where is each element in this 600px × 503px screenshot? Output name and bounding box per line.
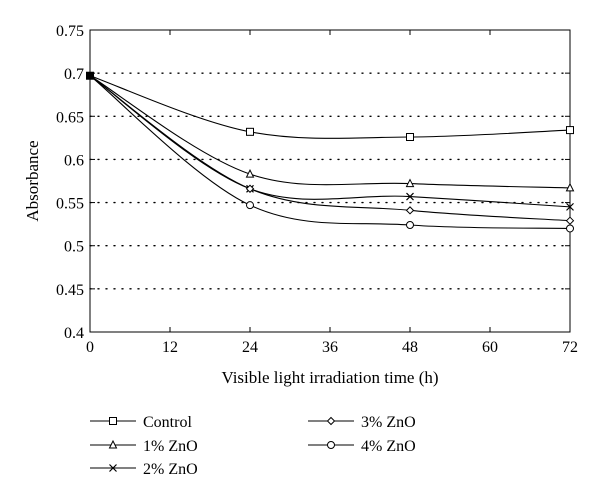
- y-tick-label: 0.75: [56, 23, 84, 40]
- x-tick-label: 0: [86, 339, 94, 356]
- series-line-control: [89, 75, 571, 139]
- data-point-1pct-zno: [245, 168, 255, 178]
- legend-label: 2% ZnO: [143, 461, 198, 478]
- series-markers: [86, 71, 575, 233]
- series-lines: [89, 75, 571, 230]
- data-point-control: [566, 126, 574, 135]
- x-axis-label: Visible light irradiation time (h): [221, 368, 438, 387]
- legend-label: 3% ZnO: [361, 414, 416, 431]
- data-point-3pct-zno: [245, 184, 255, 193]
- y-tick-label: 0.5: [64, 239, 84, 256]
- data-point-4pct-zno: [406, 221, 414, 230]
- legend: Control 1% ZnO 2% ZnO 3% ZnO 4% ZnO: [90, 414, 416, 478]
- legend-marker: [108, 439, 118, 449]
- y-tick-label: 0.7: [64, 66, 84, 83]
- data-point-2pct-zno: [406, 192, 414, 201]
- data-point-start: [86, 71, 94, 80]
- x-tick-label: 12: [162, 339, 178, 356]
- x-tick-label: 60: [482, 339, 498, 356]
- data-point-control: [246, 127, 254, 136]
- y-tick-label: 0.45: [56, 282, 84, 299]
- legend-label: 4% ZnO: [361, 438, 416, 455]
- legend-marker: [327, 441, 335, 449]
- legend-marker: [109, 417, 117, 425]
- y-tick-label: 0.55: [56, 196, 84, 213]
- series-line-3pct-zno: [89, 75, 571, 222]
- x-tick-label: 36: [322, 339, 338, 356]
- y-tick-label: 0.6: [64, 152, 84, 169]
- data-point-1pct-zno: [405, 178, 415, 188]
- plot-frame: [89, 29, 571, 333]
- data-point-1pct-zno: [565, 182, 575, 192]
- axis-ticks: 0.4 0.45 0.5 0.55 0.6 0.65 0.7 0.75 0 12 24 36 48 60 7…: [56, 23, 578, 356]
- series-line-4pct-zno: [89, 75, 571, 230]
- legend-label: 1% ZnO: [143, 438, 198, 455]
- legend-marker: [109, 464, 117, 472]
- x-tick-label: 24: [242, 339, 258, 356]
- y-axis-label: Absorbance: [23, 140, 42, 221]
- series-line-2pct-zno: [89, 75, 571, 208]
- data-point-4pct-zno: [246, 201, 254, 210]
- grid-lines: [89, 72, 571, 290]
- legend-marker: [326, 416, 336, 426]
- data-point-control: [406, 132, 414, 141]
- data-point-3pct-zno: [405, 206, 415, 215]
- y-tick-label: 0.65: [56, 109, 84, 126]
- legend-label: Control: [143, 414, 192, 431]
- x-tick-label: 72: [562, 339, 578, 356]
- data-point-4pct-zno: [566, 224, 574, 233]
- y-tick-label: 0.4: [64, 325, 84, 342]
- data-point-2pct-zno: [566, 202, 574, 211]
- data-point-3pct-zno: [565, 216, 575, 225]
- series-line-1pct-zno: [89, 75, 571, 189]
- x-tick-label: 48: [402, 339, 418, 356]
